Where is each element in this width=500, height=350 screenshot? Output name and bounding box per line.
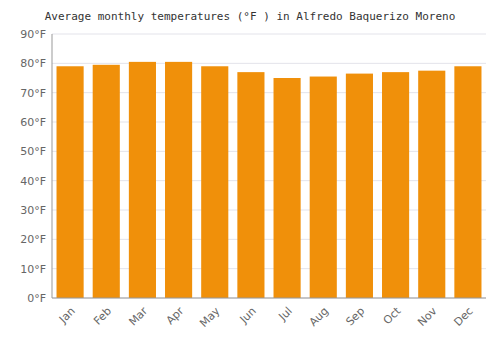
x-tick-label: Aug [307, 305, 331, 329]
y-tick-label: 50°F [20, 145, 46, 158]
bar [310, 77, 337, 298]
x-tick-label: Jul [276, 305, 295, 324]
x-tick-label: Nov [415, 304, 440, 329]
x-tick-label: Mar [126, 304, 150, 328]
bar [454, 66, 481, 298]
y-tick-label: 70°F [20, 87, 46, 100]
x-tick-label: Sep [343, 305, 367, 329]
y-tick-label: 20°F [20, 233, 46, 246]
y-tick-label: 60°F [20, 116, 46, 129]
grid-line [52, 63, 486, 64]
x-tick-label: Dec [451, 305, 475, 329]
y-tick-label: 90°F [20, 28, 46, 41]
bar [418, 71, 445, 298]
title: Average monthly temperatures (°F ) in Al… [45, 10, 456, 23]
y-tick-labels: 0°F 10°F 20°F 30°F 40°F 50°F 60°F 70°F 80°F 90°F [20, 28, 46, 305]
y-tick-label: 30°F [20, 204, 46, 217]
x-axis-line [52, 298, 486, 299]
x-tick-label: Feb [91, 305, 114, 328]
grid-line [52, 298, 486, 299]
y-grid [52, 34, 486, 298]
chart: Average monthly temperatures (°F ) in Al… [0, 0, 500, 350]
x-tick-label: Apr [164, 304, 187, 327]
bar [201, 66, 228, 298]
x-tick-label: Jun [237, 305, 259, 327]
bars [57, 62, 482, 298]
grid-line [52, 34, 486, 35]
x-tick-label: May [197, 304, 223, 330]
y-tick-label: 0°F [27, 292, 46, 305]
x-tick-label: Oct [381, 304, 404, 327]
bar [57, 66, 84, 298]
y-tick-label: 40°F [20, 175, 46, 188]
y-axis-line [52, 34, 53, 298]
x-tick-label: Jan [56, 305, 78, 327]
bar [346, 74, 373, 298]
y-tick-label: 10°F [20, 263, 46, 276]
bar [129, 62, 156, 298]
chart-container: Average monthly temperatures (°F ) in Al… [0, 0, 500, 350]
y-tick-label: 80°F [20, 57, 46, 70]
bar [237, 72, 264, 298]
x-tick-labels: Jan Feb Mar Apr May Jun Jul Aug Sep Oct Nov Dec [56, 304, 476, 330]
bar [382, 72, 409, 298]
bar [165, 62, 192, 298]
bar [274, 78, 301, 298]
bar [93, 65, 120, 298]
